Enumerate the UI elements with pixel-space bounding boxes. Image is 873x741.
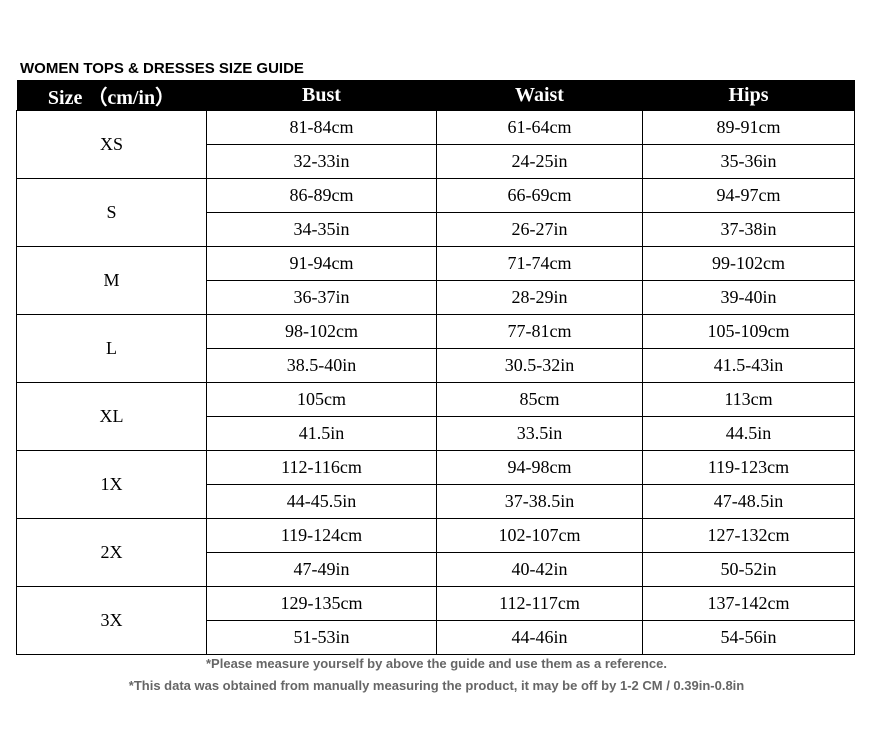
bust-cm-cell: 105cm xyxy=(206,382,437,417)
size-cell: S xyxy=(16,178,207,247)
waist-in-cell: 44-46in xyxy=(436,620,643,655)
hips-in-cell: 39-40in xyxy=(642,280,855,315)
waist-cm-cell: 94-98cm xyxy=(436,450,643,485)
bust-in-cell: 34-35in xyxy=(206,212,437,247)
waist-in-cell: 26-27in xyxy=(436,212,643,247)
page-title: WOMEN TOPS & DRESSES SIZE GUIDE xyxy=(20,60,304,77)
table-row-cm: M 91-94cm 71-74cm 99-102cm xyxy=(16,246,855,315)
table-row-cm: S 86-89cm 66-69cm 94-97cm xyxy=(16,178,855,247)
header-size: Size （cm/in） xyxy=(16,80,207,111)
bust-in-cell: 47-49in xyxy=(206,552,437,587)
bust-cm-cell: 112-116cm xyxy=(206,450,437,485)
hips-cm-cell: 99-102cm xyxy=(642,246,855,281)
table-row-cm: 3X 129-135cm 112-117cm 137-142cm xyxy=(16,586,855,655)
waist-in-cell: 28-29in xyxy=(436,280,643,315)
header-row: Size （cm/in） Bust Waist Hips xyxy=(16,80,855,111)
hips-cm-cell: 127-132cm xyxy=(642,518,855,553)
hips-cm-cell: 89-91cm xyxy=(642,110,855,145)
waist-in-cell: 24-25in xyxy=(436,144,643,179)
hips-in-cell: 41.5-43in xyxy=(642,348,855,383)
hips-in-cell: 47-48.5in xyxy=(642,484,855,519)
bust-cm-cell: 86-89cm xyxy=(206,178,437,213)
waist-cm-cell: 66-69cm xyxy=(436,178,643,213)
header-waist: Waist xyxy=(436,80,643,111)
table-row-in: 36-37in 28-29in 39-40in xyxy=(17,280,855,315)
bust-in-cell: 38.5-40in xyxy=(206,348,437,383)
hips-in-cell: 54-56in xyxy=(642,620,855,655)
bust-in-cell: 51-53in xyxy=(206,620,437,655)
waist-cm-cell: 61-64cm xyxy=(436,110,643,145)
waist-in-cell: 33.5in xyxy=(436,416,643,451)
size-cell: 3X xyxy=(16,586,207,655)
waist-cm-cell: 112-117cm xyxy=(436,586,643,621)
table-row-cm: XL 105cm 85cm 113cm xyxy=(16,382,855,451)
bust-cm-cell: 119-124cm xyxy=(206,518,437,553)
header-hips: Hips xyxy=(642,80,855,111)
bust-in-cell: 44-45.5in xyxy=(206,484,437,519)
size-cell: XL xyxy=(16,382,207,451)
table-row-cm: 2X 119-124cm 102-107cm 127-132cm xyxy=(16,518,855,587)
bust-cm-cell: 98-102cm xyxy=(206,314,437,349)
hips-cm-cell: 137-142cm xyxy=(642,586,855,621)
waist-in-cell: 40-42in xyxy=(436,552,643,587)
note-accuracy: *This data was obtained from manually me… xyxy=(128,678,745,693)
table-row-in: 41.5in 33.5in 44.5in xyxy=(17,416,855,451)
table-row-in: 44-45.5in 37-38.5in 47-48.5in xyxy=(17,484,855,519)
waist-cm-cell: 102-107cm xyxy=(436,518,643,553)
waist-cm-cell: 71-74cm xyxy=(436,246,643,281)
hips-in-cell: 50-52in xyxy=(642,552,855,587)
size-cell: L xyxy=(16,314,207,383)
header-bust: Bust xyxy=(206,80,437,111)
bust-cm-cell: 129-135cm xyxy=(206,586,437,621)
hips-cm-cell: 119-123cm xyxy=(642,450,855,485)
table-row-in: 38.5-40in 30.5-32in 41.5-43in xyxy=(17,348,855,383)
note-measure: *Please measure yourself by above the gu… xyxy=(206,656,667,671)
size-cell: 2X xyxy=(16,518,207,587)
waist-in-cell: 37-38.5in xyxy=(436,484,643,519)
table-row-in: 47-49in 40-42in 50-52in xyxy=(17,552,855,587)
table-row-cm: XS 81-84cm 61-64cm 89-91cm xyxy=(16,110,855,179)
bust-in-cell: 41.5in xyxy=(206,416,437,451)
bust-cm-cell: 91-94cm xyxy=(206,246,437,281)
hips-cm-cell: 113cm xyxy=(642,382,855,417)
table-row-in: 51-53in 44-46in 54-56in xyxy=(17,620,855,655)
waist-in-cell: 30.5-32in xyxy=(436,348,643,383)
bust-in-cell: 32-33in xyxy=(206,144,437,179)
hips-in-cell: 37-38in xyxy=(642,212,855,247)
table-row-in: 32-33in 24-25in 35-36in xyxy=(17,144,855,179)
hips-in-cell: 44.5in xyxy=(642,416,855,451)
hips-cm-cell: 105-109cm xyxy=(642,314,855,349)
table-row-cm: 1X 112-116cm 94-98cm 119-123cm xyxy=(16,450,855,519)
bust-in-cell: 36-37in xyxy=(206,280,437,315)
waist-cm-cell: 85cm xyxy=(436,382,643,417)
table-row-in: 34-35in 26-27in 37-38in xyxy=(17,212,855,247)
hips-in-cell: 35-36in xyxy=(642,144,855,179)
size-table: Size （cm/in） Bust Waist Hips XS 81-84cm 61… xyxy=(16,80,855,655)
size-cell: XS xyxy=(16,110,207,179)
bust-cm-cell: 81-84cm xyxy=(206,110,437,145)
table-row-cm: L 98-102cm 77-81cm 105-109cm xyxy=(16,314,855,383)
waist-cm-cell: 77-81cm xyxy=(436,314,643,349)
size-cell: M xyxy=(16,246,207,315)
size-cell: 1X xyxy=(16,450,207,519)
hips-cm-cell: 94-97cm xyxy=(642,178,855,213)
